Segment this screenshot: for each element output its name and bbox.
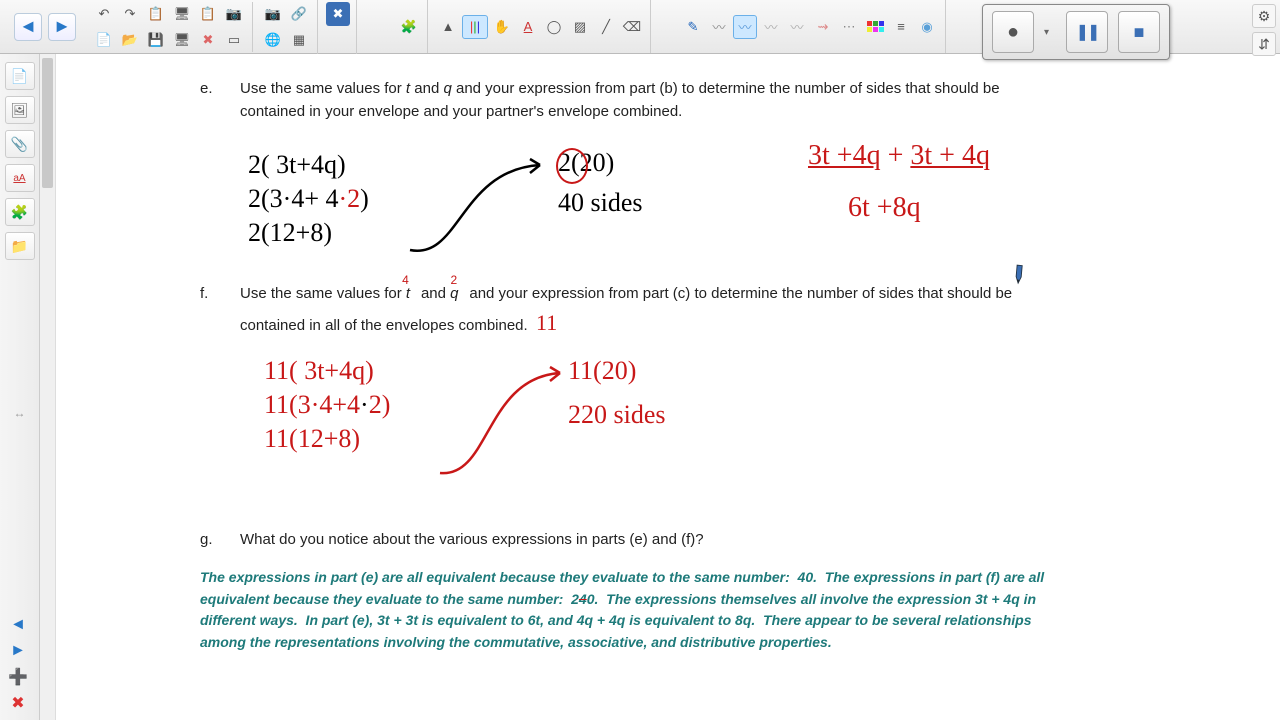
open-button[interactable]: 📂 bbox=[118, 28, 142, 52]
stroke6-button[interactable]: ⋯ bbox=[837, 15, 861, 39]
side-image-button[interactable]: 🖼 bbox=[5, 96, 35, 124]
question-g: g. What do you notice about the various … bbox=[200, 529, 1210, 552]
expand-button[interactable]: ⇵ bbox=[1252, 32, 1276, 56]
fill-button[interactable]: ▨ bbox=[568, 15, 592, 39]
answer-text: The expressions in part (e) are all equi… bbox=[200, 567, 1080, 654]
stroke2-button[interactable]: 〰 bbox=[733, 15, 757, 39]
question-e-text: Use the same values for t and q and your… bbox=[240, 78, 1060, 123]
color-grid-button[interactable] bbox=[863, 15, 887, 39]
new-page-button[interactable]: 📄 bbox=[92, 28, 116, 52]
stroke4-button[interactable]: 〰 bbox=[785, 15, 809, 39]
question-f: f. Use the same values for t4 and q2 and… bbox=[200, 283, 1210, 339]
content-scrollbar[interactable]: ▴ bbox=[40, 54, 56, 720]
share-button[interactable]: 🔗 bbox=[287, 2, 311, 26]
shape-button[interactable]: ◯ bbox=[542, 15, 566, 39]
camera-button[interactable]: 📷 bbox=[222, 2, 246, 26]
side-puzzle-button[interactable]: 🧩 bbox=[5, 198, 35, 226]
record-button[interactable]: ● bbox=[992, 11, 1034, 53]
close-x-button[interactable]: ✖ bbox=[326, 2, 350, 26]
doc-cam-button[interactable]: 📷 bbox=[261, 2, 285, 26]
stop-button[interactable]: ■ bbox=[1118, 11, 1160, 53]
text-a-button[interactable]: A bbox=[516, 15, 540, 39]
pens-button[interactable]: ||| bbox=[462, 15, 488, 39]
nav-back-button[interactable]: ◄ bbox=[14, 13, 42, 41]
circle-annotation-e bbox=[556, 148, 588, 184]
right-controls: ⚙ ⇵ bbox=[1252, 4, 1276, 56]
globe-button[interactable]: 🌐 bbox=[261, 28, 285, 52]
eraser-button[interactable]: ⌫ bbox=[620, 15, 644, 39]
align-button[interactable]: ≡ bbox=[889, 15, 913, 39]
question-f-label: f. bbox=[200, 283, 220, 339]
scroll-thumb[interactable] bbox=[42, 58, 53, 188]
display-button[interactable]: 🖥 bbox=[170, 28, 194, 52]
remove-slide-button[interactable]: ✖ bbox=[4, 692, 32, 714]
side-attach-button[interactable]: 📎 bbox=[5, 130, 35, 158]
undo-button[interactable]: ↶ bbox=[92, 2, 116, 26]
stroke5-button[interactable]: ⇝ bbox=[811, 15, 835, 39]
next-slide-button[interactable]: ► bbox=[4, 640, 32, 662]
pointer-button[interactable]: ▲ bbox=[436, 15, 460, 39]
hand-button[interactable]: ✋ bbox=[490, 15, 514, 39]
side-page-button[interactable]: 📄 bbox=[5, 62, 35, 90]
nav-forward-button[interactable]: ► bbox=[48, 13, 76, 41]
question-g-label: g. bbox=[200, 529, 220, 552]
pause-button[interactable]: ❚❚ bbox=[1066, 11, 1108, 53]
save-button[interactable]: 💾 bbox=[144, 28, 168, 52]
capture-button[interactable]: 📋 bbox=[196, 2, 220, 26]
delete-button[interactable]: ✖ bbox=[196, 28, 220, 52]
handwriting-f-right: 11(20) 220 sides bbox=[568, 354, 666, 432]
line-button[interactable]: ╱ bbox=[594, 15, 618, 39]
handwriting-f-left: 11( 3t+4q) 11(3·4+4·2) 11(12+8) bbox=[264, 354, 390, 455]
stroke3-button[interactable]: 〰 bbox=[759, 15, 783, 39]
question-e: e. Use the same values for t and q and y… bbox=[200, 78, 1210, 123]
prev-slide-button[interactable]: ◄ bbox=[4, 614, 32, 636]
question-e-label: e. bbox=[200, 78, 220, 123]
recorder-panel: ● ▾ ❚❚ ■ bbox=[982, 4, 1170, 60]
question-f-text: Use the same values for t4 and q2 and yo… bbox=[240, 283, 1060, 339]
present-button[interactable]: ▭ bbox=[222, 28, 246, 52]
question-g-text: What do you notice about the various exp… bbox=[240, 529, 704, 552]
sidebar-resize-handle[interactable]: ↔ bbox=[14, 406, 26, 420]
pen-tool-button[interactable]: ✎ bbox=[681, 15, 705, 39]
paste-button[interactable]: 📋 bbox=[144, 2, 168, 26]
more-button[interactable]: ◉ bbox=[915, 15, 939, 39]
add-slide-button[interactable]: ➕ bbox=[4, 666, 32, 688]
puzzle-button[interactable]: 🧩 bbox=[397, 15, 421, 39]
record-dropdown[interactable]: ▾ bbox=[1044, 27, 1056, 38]
handwriting-e-left: 2( 3t+4q) 2(3·4+ 4·2) 2(12+8) bbox=[248, 148, 369, 249]
redo-button[interactable]: ↷ bbox=[118, 2, 142, 26]
screen-button[interactable]: 🖥 bbox=[170, 2, 194, 26]
table-button[interactable]: ▦ bbox=[287, 28, 311, 52]
side-text-button[interactable]: aA bbox=[5, 164, 35, 192]
handwriting-e-red: 3t +4q + 3t + 4q 6t +8q bbox=[808, 138, 990, 227]
stroke1-button[interactable]: 〰 bbox=[707, 15, 731, 39]
settings-gear-button[interactable]: ⚙ bbox=[1252, 4, 1276, 28]
side-folder-button[interactable]: 📁 bbox=[5, 232, 35, 260]
bottom-nav: ◄ ► ➕ ✖ bbox=[4, 614, 32, 714]
